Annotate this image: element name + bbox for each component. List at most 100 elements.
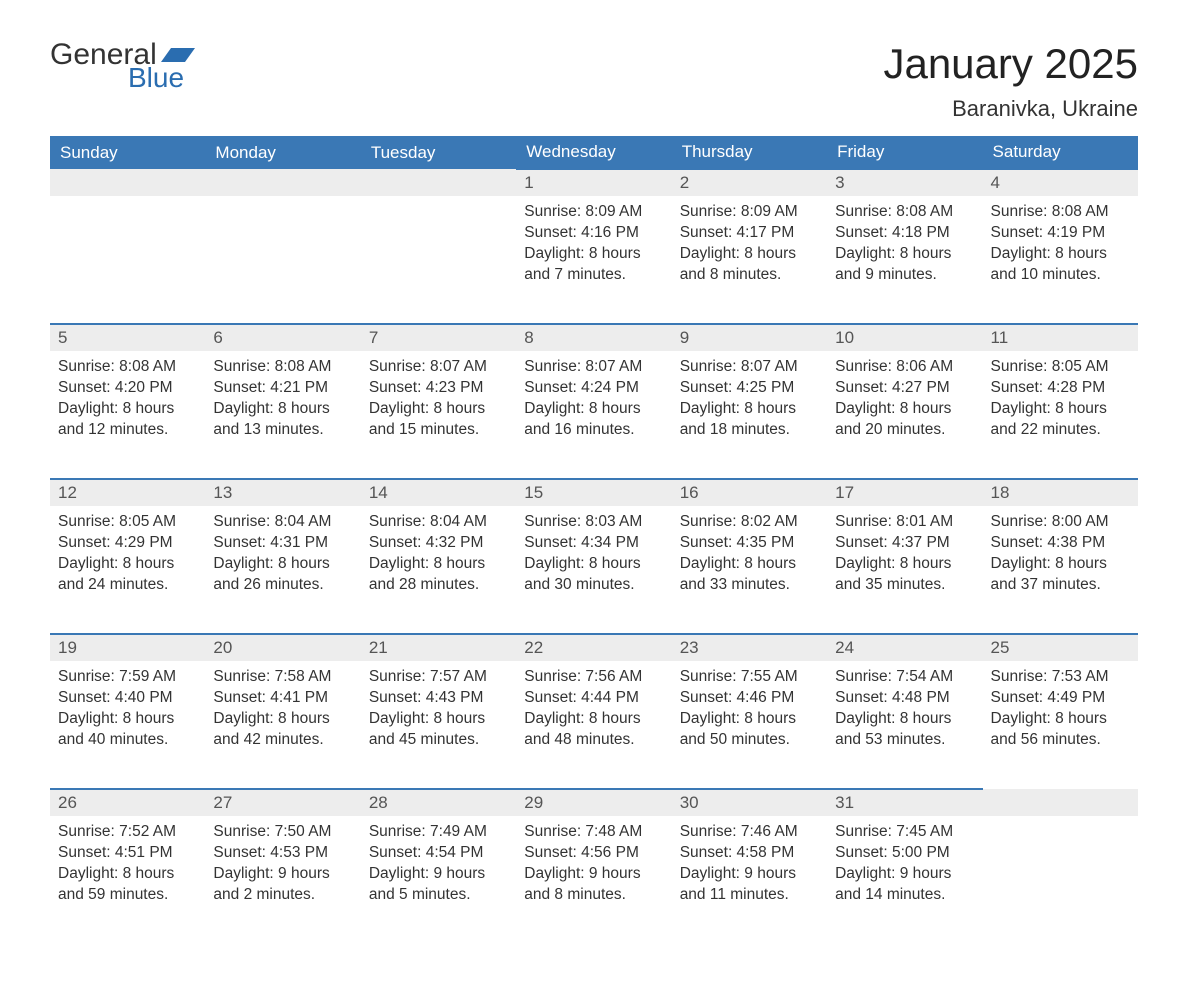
day-number: 10 <box>827 325 982 351</box>
day-content: Sunrise: 8:07 AMSunset: 4:23 PMDaylight:… <box>361 351 516 459</box>
day-cell: Sunrise: 8:04 AMSunset: 4:32 PMDaylight:… <box>361 506 516 634</box>
day-number-cell: 13 <box>205 479 360 506</box>
day-cell: Sunrise: 8:05 AMSunset: 4:28 PMDaylight:… <box>983 351 1138 479</box>
day-number-cell: 3 <box>827 169 982 196</box>
day-number-cell: 26 <box>50 789 205 816</box>
day-cell: Sunrise: 7:55 AMSunset: 4:46 PMDaylight:… <box>672 661 827 789</box>
week-content-row: Sunrise: 8:08 AMSunset: 4:20 PMDaylight:… <box>50 351 1138 479</box>
day-number: 19 <box>50 635 205 661</box>
day-number: 26 <box>50 790 205 816</box>
header: General Blue January 2025 Baranivka, Ukr… <box>50 40 1138 122</box>
day-cell <box>205 196 360 324</box>
week-content-row: Sunrise: 7:59 AMSunset: 4:40 PMDaylight:… <box>50 661 1138 789</box>
day-number: 7 <box>361 325 516 351</box>
day-number: 8 <box>516 325 671 351</box>
day-cell: Sunrise: 8:02 AMSunset: 4:35 PMDaylight:… <box>672 506 827 634</box>
day-cell: Sunrise: 8:09 AMSunset: 4:17 PMDaylight:… <box>672 196 827 324</box>
day-header-row: SundayMondayTuesdayWednesdayThursdayFrid… <box>50 136 1138 169</box>
day-cell: Sunrise: 8:07 AMSunset: 4:23 PMDaylight:… <box>361 351 516 479</box>
week-daynum-row: 567891011 <box>50 324 1138 351</box>
day-number: 27 <box>205 790 360 816</box>
day-number-cell <box>205 169 360 196</box>
day-content: Sunrise: 8:03 AMSunset: 4:34 PMDaylight:… <box>516 506 671 614</box>
day-number: 1 <box>516 170 671 196</box>
title-block: January 2025 Baranivka, Ukraine <box>883 40 1138 122</box>
day-content: Sunrise: 7:57 AMSunset: 4:43 PMDaylight:… <box>361 661 516 769</box>
day-number-cell: 7 <box>361 324 516 351</box>
week-content-row: Sunrise: 8:09 AMSunset: 4:16 PMDaylight:… <box>50 196 1138 324</box>
day-number-cell: 10 <box>827 324 982 351</box>
day-cell: Sunrise: 7:59 AMSunset: 4:40 PMDaylight:… <box>50 661 205 789</box>
day-cell: Sunrise: 8:08 AMSunset: 4:20 PMDaylight:… <box>50 351 205 479</box>
week-content-row: Sunrise: 8:05 AMSunset: 4:29 PMDaylight:… <box>50 506 1138 634</box>
logo-word2: Blue <box>128 64 195 92</box>
logo: General Blue <box>50 40 195 92</box>
day-number: 13 <box>205 480 360 506</box>
day-cell: Sunrise: 7:57 AMSunset: 4:43 PMDaylight:… <box>361 661 516 789</box>
day-header: Friday <box>827 136 982 169</box>
day-cell: Sunrise: 8:08 AMSunset: 4:18 PMDaylight:… <box>827 196 982 324</box>
day-number-cell: 16 <box>672 479 827 506</box>
day-header: Thursday <box>672 136 827 169</box>
day-content: Sunrise: 8:05 AMSunset: 4:28 PMDaylight:… <box>983 351 1138 459</box>
day-number: 25 <box>983 635 1138 661</box>
day-number-cell: 15 <box>516 479 671 506</box>
day-number-cell: 21 <box>361 634 516 661</box>
day-number: 21 <box>361 635 516 661</box>
day-cell: Sunrise: 7:49 AMSunset: 4:54 PMDaylight:… <box>361 816 516 944</box>
day-number: 17 <box>827 480 982 506</box>
day-number-cell: 6 <box>205 324 360 351</box>
day-number-cell: 28 <box>361 789 516 816</box>
day-content: Sunrise: 7:59 AMSunset: 4:40 PMDaylight:… <box>50 661 205 769</box>
day-content: Sunrise: 7:48 AMSunset: 4:56 PMDaylight:… <box>516 816 671 924</box>
day-content: Sunrise: 7:46 AMSunset: 4:58 PMDaylight:… <box>672 816 827 924</box>
day-cell: Sunrise: 7:50 AMSunset: 4:53 PMDaylight:… <box>205 816 360 944</box>
day-content: Sunrise: 8:08 AMSunset: 4:21 PMDaylight:… <box>205 351 360 459</box>
day-number: 16 <box>672 480 827 506</box>
day-cell: Sunrise: 7:54 AMSunset: 4:48 PMDaylight:… <box>827 661 982 789</box>
day-number-cell: 2 <box>672 169 827 196</box>
day-cell: Sunrise: 7:56 AMSunset: 4:44 PMDaylight:… <box>516 661 671 789</box>
day-number-cell: 19 <box>50 634 205 661</box>
day-header: Saturday <box>983 136 1138 169</box>
day-content: Sunrise: 8:08 AMSunset: 4:20 PMDaylight:… <box>50 351 205 459</box>
day-number-cell: 8 <box>516 324 671 351</box>
day-number: 12 <box>50 480 205 506</box>
day-cell: Sunrise: 8:09 AMSunset: 4:16 PMDaylight:… <box>516 196 671 324</box>
day-number-cell: 9 <box>672 324 827 351</box>
day-number: 3 <box>827 170 982 196</box>
day-number: 23 <box>672 635 827 661</box>
day-content: Sunrise: 8:01 AMSunset: 4:37 PMDaylight:… <box>827 506 982 614</box>
day-content: Sunrise: 8:09 AMSunset: 4:17 PMDaylight:… <box>672 196 827 304</box>
day-content: Sunrise: 7:58 AMSunset: 4:41 PMDaylight:… <box>205 661 360 769</box>
day-number: 11 <box>983 325 1138 351</box>
day-number: 29 <box>516 790 671 816</box>
day-header: Monday <box>205 136 360 169</box>
day-number-cell: 30 <box>672 789 827 816</box>
day-number-cell: 27 <box>205 789 360 816</box>
day-number-cell: 14 <box>361 479 516 506</box>
day-number-cell: 24 <box>827 634 982 661</box>
day-cell <box>983 816 1138 944</box>
day-number: 18 <box>983 480 1138 506</box>
day-content: Sunrise: 8:04 AMSunset: 4:32 PMDaylight:… <box>361 506 516 614</box>
location: Baranivka, Ukraine <box>883 96 1138 122</box>
day-number: 9 <box>672 325 827 351</box>
day-cell: Sunrise: 8:08 AMSunset: 4:19 PMDaylight:… <box>983 196 1138 324</box>
day-content: Sunrise: 8:04 AMSunset: 4:31 PMDaylight:… <box>205 506 360 614</box>
day-content: Sunrise: 8:09 AMSunset: 4:16 PMDaylight:… <box>516 196 671 304</box>
day-content: Sunrise: 7:54 AMSunset: 4:48 PMDaylight:… <box>827 661 982 769</box>
day-content: Sunrise: 7:55 AMSunset: 4:46 PMDaylight:… <box>672 661 827 769</box>
day-number: 14 <box>361 480 516 506</box>
day-number-cell <box>983 789 1138 816</box>
day-cell: Sunrise: 7:48 AMSunset: 4:56 PMDaylight:… <box>516 816 671 944</box>
day-cell: Sunrise: 8:06 AMSunset: 4:27 PMDaylight:… <box>827 351 982 479</box>
week-daynum-row: 19202122232425 <box>50 634 1138 661</box>
day-number-cell: 22 <box>516 634 671 661</box>
day-content: Sunrise: 8:00 AMSunset: 4:38 PMDaylight:… <box>983 506 1138 614</box>
day-cell: Sunrise: 8:04 AMSunset: 4:31 PMDaylight:… <box>205 506 360 634</box>
day-number: 20 <box>205 635 360 661</box>
day-number-cell: 18 <box>983 479 1138 506</box>
day-cell: Sunrise: 8:05 AMSunset: 4:29 PMDaylight:… <box>50 506 205 634</box>
day-cell: Sunrise: 8:00 AMSunset: 4:38 PMDaylight:… <box>983 506 1138 634</box>
